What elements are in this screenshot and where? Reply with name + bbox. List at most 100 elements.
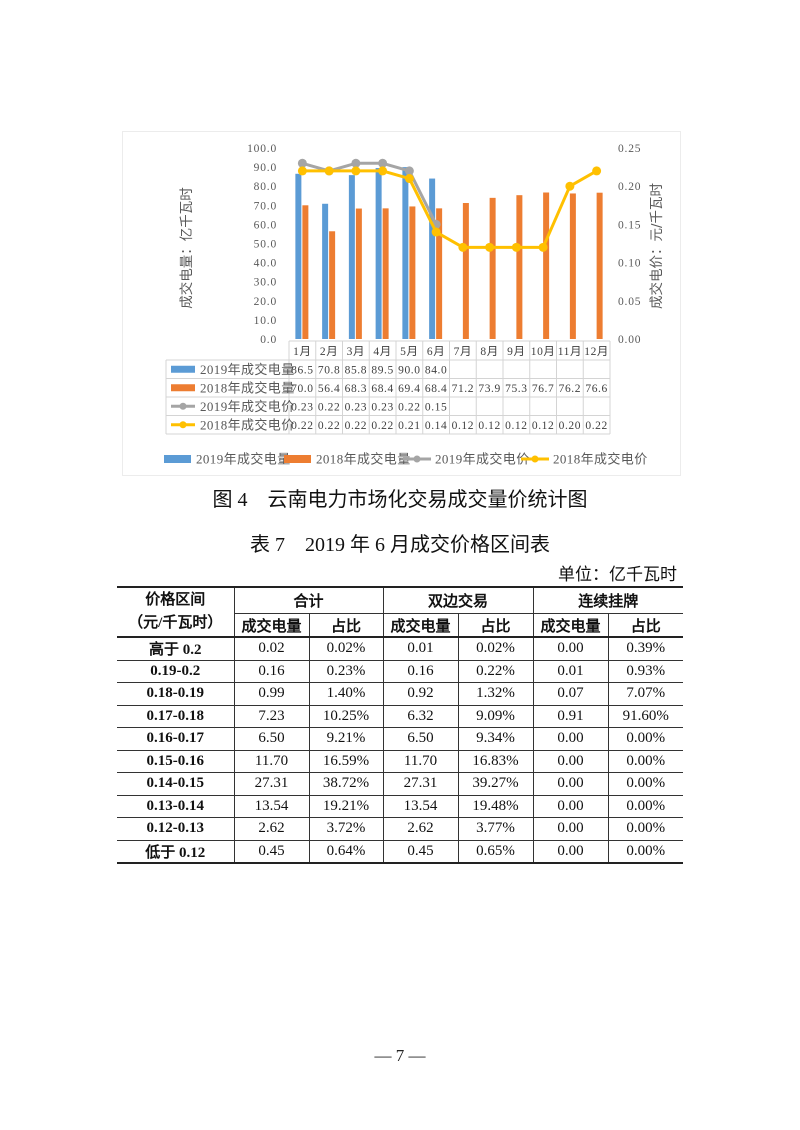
data-value: 0.22 (318, 420, 341, 432)
series-label: 2018年成交电量 (200, 380, 295, 395)
bilateral-share-cell: 0.22% (457, 660, 534, 683)
bar (402, 167, 409, 339)
bar (302, 205, 309, 339)
column-header-bilateral-share: 占比 (457, 613, 534, 638)
data-value: 56.4 (318, 383, 341, 395)
line-marker (378, 166, 388, 176)
total-volume-cell: 27.31 (233, 772, 309, 796)
bilateral-share-cell: 39.27% (457, 772, 534, 796)
data-value: 69.4 (398, 383, 421, 395)
bar (516, 195, 523, 339)
right-axis-tick-label: 0.15 (618, 219, 641, 231)
data-value: 0.22 (345, 420, 368, 432)
price-range-header-unit: （元/千瓦时） (128, 615, 223, 631)
price-range-cell: 0.14-0.15 (117, 772, 234, 796)
total-volume-cell: 2.62 (233, 817, 309, 841)
bar (596, 192, 603, 339)
total-share-cell: 38.72% (308, 772, 384, 796)
table-row: 0.12-0.13 2.62 3.72% 2.62 3.77% 0.00 0.00% (117, 817, 684, 841)
line-marker (565, 181, 575, 191)
bilateral-volume-cell: 0.16 (382, 660, 459, 683)
chart-legend: 2019年成交电量 2018年成交电量 2019年成交电价 2018年成交电价 (164, 452, 647, 467)
column-header-bilateral-volume: 成交电量 (382, 613, 459, 638)
data-value: 76.2 (559, 383, 582, 395)
category-label: 5月 (400, 346, 418, 358)
legend-label: 2019年成交电价 (435, 452, 530, 467)
column-header-listing-share: 占比 (607, 613, 684, 638)
data-value: 0.12 (505, 420, 528, 432)
category-label: 11月 (558, 346, 582, 358)
bars-2019-volume (295, 167, 436, 339)
category-label: 2月 (320, 346, 338, 358)
listing-volume-cell: 0.00 (532, 817, 609, 841)
right-axis-title: 成交电价：元/千瓦时 (648, 183, 665, 309)
line-2019-price (297, 158, 441, 229)
listing-volume-cell: 0.00 (532, 840, 609, 864)
line-series (297, 158, 602, 252)
line-marker (351, 158, 361, 168)
category-label: 1月 (293, 346, 311, 358)
total-volume-cell: 0.99 (233, 682, 309, 706)
total-volume-cell: 7.23 (233, 705, 309, 728)
listing-share-cell: 0.00% (607, 840, 684, 864)
table-header-row-groups: 价格区间 （元/千瓦时） 合计 双边交易 连续挂牌 (117, 587, 684, 638)
right-axis-ticks: 0.00 0.05 0.10 0.15 0.20 0.25 (618, 143, 641, 346)
listing-volume-cell: 0.00 (532, 750, 609, 773)
total-volume-cell: 13.54 (233, 795, 309, 818)
listing-volume-cell: 0.00 (532, 795, 609, 818)
left-axis-tick-label: 30.0 (254, 277, 277, 289)
data-value: 76.7 (532, 383, 555, 395)
right-axis-tick-label: 0.20 (618, 181, 641, 193)
bilateral-volume-cell: 0.45 (382, 840, 459, 864)
data-value: 90.0 (398, 364, 421, 376)
bilateral-volume-cell: 27.31 (382, 772, 459, 796)
price-range-cell: 0.18-0.19 (117, 682, 234, 706)
bar (569, 193, 576, 339)
data-value: 75.3 (505, 383, 528, 395)
data-value: 0.23 (371, 401, 394, 413)
legend-marker-icon (179, 421, 187, 429)
table-row: 0.17-0.18 7.23 10.25% 6.32 9.09% 0.91 91.60% (117, 705, 684, 728)
line-marker (351, 166, 361, 176)
listing-volume-cell: 0.01 (532, 660, 609, 683)
bars-2018-volume (302, 192, 603, 339)
combo-chart: 成交电量：亿千瓦时 成交电价：元/千瓦时 0.0 10.0 20.0 30.0 40.0… (164, 143, 665, 467)
line-marker (297, 166, 307, 176)
left-axis-tick-label: 0.0 (260, 334, 277, 346)
left-axis-title: 成交电量：亿千瓦时 (178, 187, 195, 309)
line-marker (297, 158, 307, 168)
total-volume-cell: 0.45 (233, 840, 309, 864)
total-share-cell: 1.40% (308, 682, 384, 706)
line-marker (592, 166, 602, 176)
category-label: 12月 (584, 346, 609, 358)
chart-container: 成交电量：亿千瓦时 成交电价：元/千瓦时 0.0 10.0 20.0 30.0 40.0… (122, 131, 681, 476)
total-share-cell: 0.02% (308, 637, 384, 661)
bar (322, 203, 329, 339)
listing-share-cell: 0.00% (607, 795, 684, 818)
legend-marker-icon (413, 455, 421, 463)
left-axis-tick-label: 90.0 (254, 162, 277, 174)
data-value: 0.22 (585, 420, 608, 432)
bilateral-share-cell: 16.83% (457, 750, 534, 773)
page-number: — 7 — (374, 1046, 426, 1065)
left-axis-tick-label: 10.0 (254, 315, 277, 327)
group-header-bilateral: 双边交易 (382, 587, 534, 614)
total-share-cell: 10.25% (308, 705, 384, 728)
category-label: 6月 (427, 346, 445, 358)
legend-item-2019-price: 2019年成交电价 (403, 452, 530, 467)
table-header: 价格区间 （元/千瓦时） 合计 双边交易 连续挂牌 成交电量 占比 成交电量 占… (117, 587, 684, 638)
data-value: 70.0 (291, 383, 314, 395)
data-value: 0.20 (559, 420, 582, 432)
data-value: 0.22 (371, 420, 394, 432)
data-value: 0.23 (345, 401, 368, 413)
data-value: 89.5 (371, 364, 394, 376)
left-axis-tick-label: 100.0 (247, 143, 277, 155)
bar (462, 203, 469, 339)
legend-item-2018-volume: 2018年成交电量 (284, 452, 410, 467)
bilateral-volume-cell: 13.54 (382, 795, 459, 818)
bar (409, 206, 416, 339)
data-value: 85.8 (345, 364, 368, 376)
bilateral-share-cell: 9.34% (457, 727, 534, 751)
line-marker (485, 242, 495, 252)
